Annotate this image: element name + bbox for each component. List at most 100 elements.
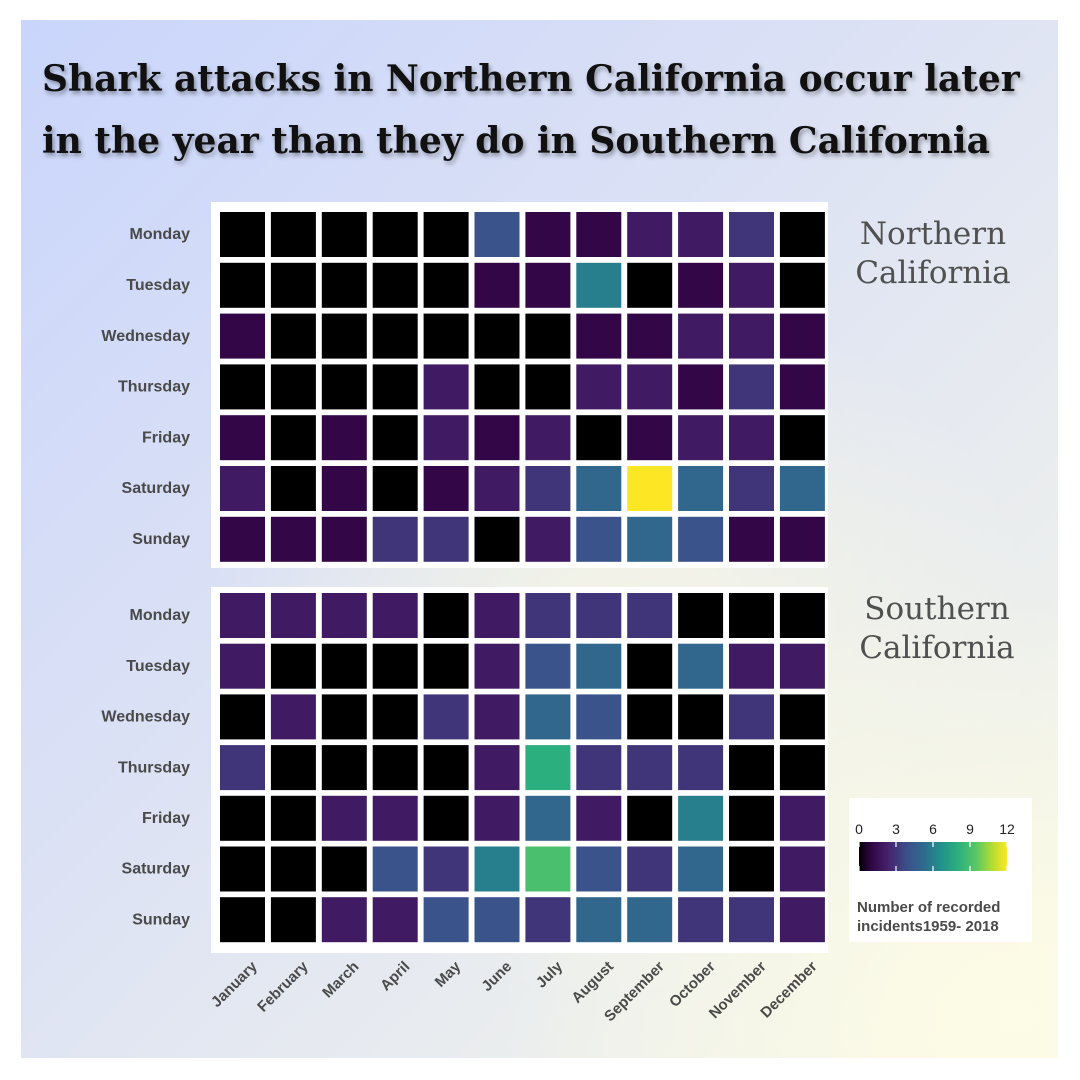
north-cell [576,415,622,461]
north-day-label: Thursday [118,379,190,396]
south-cell [220,593,265,638]
south-cell [474,846,520,892]
south-cell [270,745,316,791]
south-cell [729,897,774,943]
north-cell [220,466,265,511]
north-cell [576,364,622,410]
north-heatmap: Monday Tuesday Wednesday Thursday Friday Satu… [101,202,828,568]
north-cell [321,212,367,257]
south-cell [321,745,367,791]
north-cell [779,313,825,359]
north-cell [423,364,469,410]
south-cell [372,593,418,638]
north-cell [474,262,520,308]
north-cell [220,262,265,308]
north-cell [779,212,825,257]
south-cell [729,795,774,841]
north-cell [729,262,774,308]
north-cell [423,415,469,461]
south-cell [779,694,825,740]
north-cell [729,364,774,410]
south-cell [220,897,265,943]
north-cell [220,516,265,562]
north-cell [474,364,520,410]
north-cell [270,313,316,359]
month-label: April [377,958,413,994]
north-cell [525,364,571,410]
north-cell [321,415,367,461]
south-cell [627,897,673,943]
north-cell [525,516,571,562]
south-cell [474,795,520,841]
north-cell [729,212,774,257]
north-cell [678,313,724,359]
south-day-label: Sunday [132,911,190,928]
north-cell [321,516,367,562]
north-day-label: Sunday [132,531,190,548]
south-cell [220,846,265,892]
legend-tick-label: 0 [855,821,863,837]
legend-tick-label: 9 [966,821,974,837]
north-cell [220,313,265,359]
south-cell [678,795,724,841]
month-label: March [319,958,362,1001]
month-label: May [432,958,465,991]
south-day-label: Saturday [122,861,191,878]
south-cell [372,795,418,841]
chart-title: Shark attacks in Northern California occ… [42,58,1020,162]
month-label: August [568,958,617,1007]
north-cell [270,466,316,511]
north-cell [220,415,265,461]
north-cell [474,212,520,257]
south-cell [321,846,367,892]
south-cell [474,643,520,689]
north-cell [678,364,724,410]
south-cell [779,846,825,892]
south-cell [576,694,622,740]
north-cell [423,516,469,562]
month-label: January [208,958,261,1011]
north-cell [729,466,774,511]
north-cell [423,313,469,359]
north-cell [321,466,367,511]
north-cell [372,415,418,461]
south-cell [627,745,673,791]
south-cell [678,846,724,892]
north-cell [525,212,571,257]
north-cell [321,313,367,359]
legend-title: Number of recorded incidents1959- 2018 [857,899,1001,935]
south-cell [423,694,469,740]
north-cell [372,313,418,359]
north-cell [729,415,774,461]
south-cell [779,593,825,638]
south-cell [372,643,418,689]
north-cell [525,415,571,461]
south-cell [678,643,724,689]
south-cell [321,795,367,841]
south-cell [678,593,724,638]
south-day-label: Friday [142,810,190,827]
south-cell [779,745,825,791]
panel-title-northern: Northern California [855,216,1011,291]
south-cell [474,897,520,943]
south-cell [270,897,316,943]
south-cell [525,694,571,740]
south-cell [627,846,673,892]
north-cell [627,212,673,257]
month-label: October [666,958,719,1011]
north-cell [270,212,316,257]
north-cell [525,262,571,308]
south-cell [729,593,774,638]
south-cell [525,593,571,638]
south-cell [474,593,520,638]
north-cell [627,313,673,359]
south-cell [779,643,825,689]
south-cell [576,897,622,943]
north-cell [779,516,825,562]
south-cell [474,694,520,740]
north-cell [678,516,724,562]
north-day-label: Friday [142,429,190,446]
north-cell [678,212,724,257]
north-cell [576,516,622,562]
south-cell [678,745,724,791]
